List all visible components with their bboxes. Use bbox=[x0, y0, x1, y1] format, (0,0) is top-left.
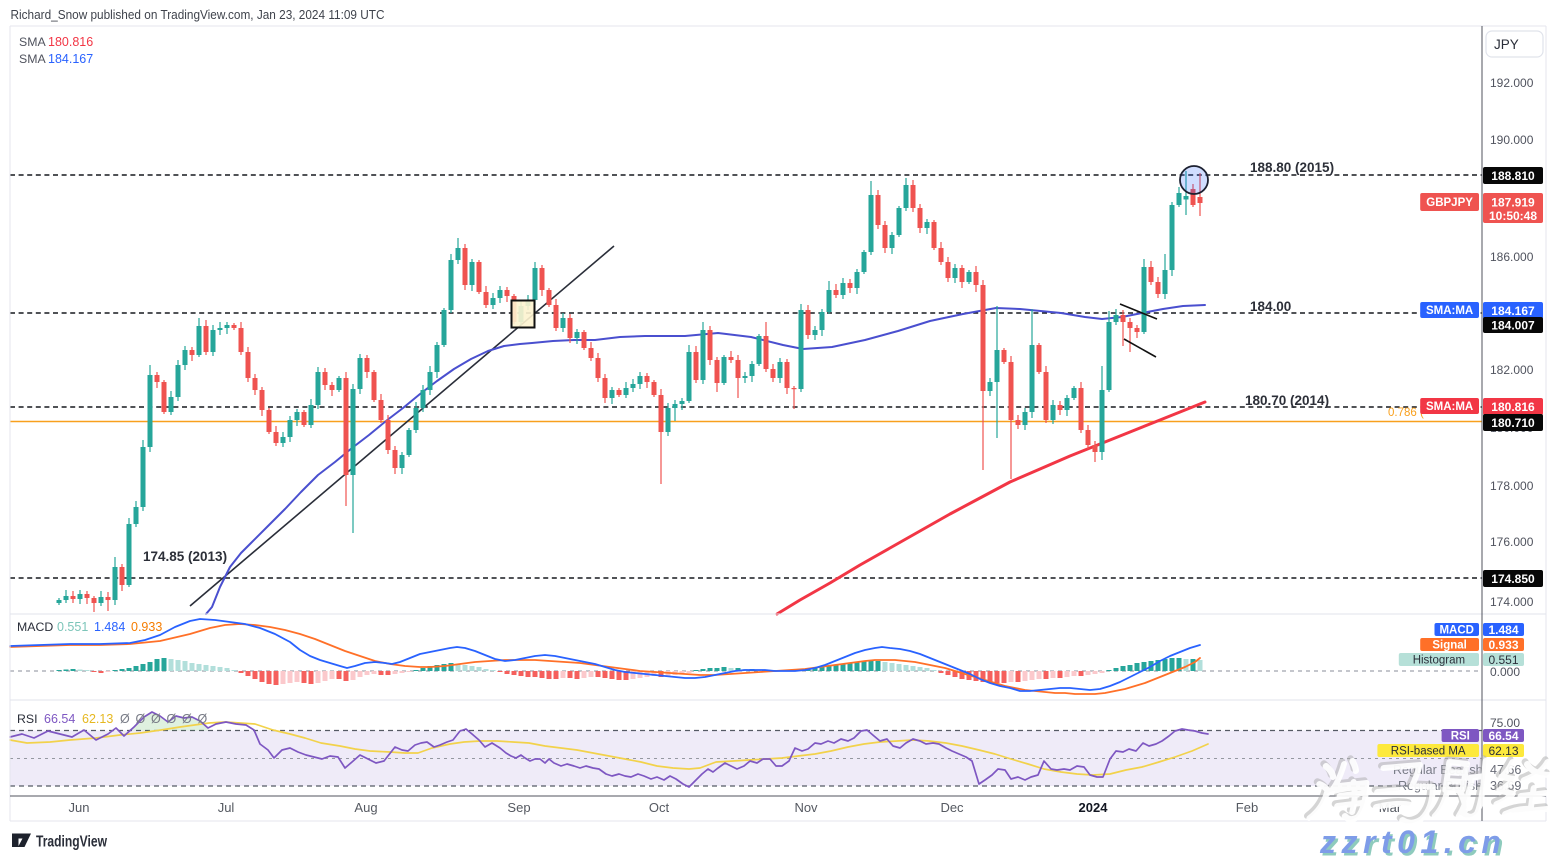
svg-text:SMA: SMA bbox=[19, 52, 46, 66]
svg-text:Ø: Ø bbox=[182, 712, 192, 726]
svg-text:174.850: 174.850 bbox=[1491, 572, 1535, 586]
svg-text:JPY: JPY bbox=[1494, 37, 1519, 52]
svg-text:174.85 (2013): 174.85 (2013) bbox=[143, 549, 227, 564]
svg-text:Aug: Aug bbox=[354, 800, 377, 815]
svg-text:0.933: 0.933 bbox=[1488, 638, 1518, 652]
svg-text:66.54: 66.54 bbox=[1488, 729, 1518, 743]
svg-text:Signal: Signal bbox=[1432, 640, 1467, 652]
svg-text:Ø: Ø bbox=[167, 712, 177, 726]
svg-text:66.54: 66.54 bbox=[44, 712, 75, 726]
svg-text:0.551: 0.551 bbox=[57, 620, 88, 634]
svg-text:Ø: Ø bbox=[136, 712, 146, 726]
svg-text:MACD: MACD bbox=[1439, 625, 1474, 637]
svg-text:RSI: RSI bbox=[17, 712, 38, 726]
svg-text:184.167: 184.167 bbox=[1491, 304, 1535, 318]
svg-text:Ø: Ø bbox=[120, 712, 130, 726]
svg-text:188.80 (2015): 188.80 (2015) bbox=[1250, 160, 1334, 175]
svg-text:180.816: 180.816 bbox=[1491, 400, 1535, 414]
svg-text:SMA: SMA bbox=[19, 35, 46, 49]
svg-text:Jul: Jul bbox=[218, 800, 235, 815]
svg-text:SMA:MA: SMA:MA bbox=[1426, 401, 1473, 413]
svg-text:SMA:MA: SMA:MA bbox=[1426, 305, 1473, 317]
svg-text:Dec: Dec bbox=[940, 800, 964, 815]
svg-text:186.000: 186.000 bbox=[1490, 250, 1534, 264]
svg-text:zzrt01.cn: zzrt01.cn bbox=[1319, 824, 1506, 857]
svg-text:180.710: 180.710 bbox=[1491, 416, 1535, 430]
svg-text:176.000: 176.000 bbox=[1490, 535, 1534, 549]
svg-text:zzrt01.cn: zzrt01.cn bbox=[1322, 827, 1509, 857]
svg-text:174.000: 174.000 bbox=[1490, 595, 1534, 609]
svg-text:188.810: 188.810 bbox=[1491, 169, 1535, 183]
svg-text:Sep: Sep bbox=[507, 800, 530, 815]
svg-text:1.484: 1.484 bbox=[94, 620, 125, 634]
svg-text:1.484: 1.484 bbox=[1488, 623, 1518, 637]
svg-text:62.13: 62.13 bbox=[82, 712, 113, 726]
svg-text:182.000: 182.000 bbox=[1490, 363, 1534, 377]
svg-text:Richard_Snow published on Trad: Richard_Snow published on TradingView.co… bbox=[11, 7, 385, 22]
svg-text:Feb: Feb bbox=[1236, 800, 1258, 815]
svg-text:Oct: Oct bbox=[649, 800, 670, 815]
svg-text:TradingView: TradingView bbox=[36, 834, 108, 851]
svg-text:190.000: 190.000 bbox=[1490, 133, 1534, 147]
svg-text:187.919: 187.919 bbox=[1491, 196, 1535, 210]
svg-text:184.00: 184.00 bbox=[1250, 299, 1291, 314]
svg-text:184.007: 184.007 bbox=[1491, 318, 1535, 332]
svg-text:192.000: 192.000 bbox=[1490, 76, 1534, 90]
svg-text:184.167: 184.167 bbox=[48, 52, 93, 66]
svg-text:0.000: 0.000 bbox=[1490, 665, 1520, 679]
svg-text:0.551: 0.551 bbox=[1488, 653, 1518, 667]
svg-text:10:50:48: 10:50:48 bbox=[1489, 209, 1537, 223]
svg-text:MACD: MACD bbox=[17, 620, 53, 634]
svg-text:2024: 2024 bbox=[1079, 800, 1109, 815]
svg-text:75.00: 75.00 bbox=[1490, 716, 1520, 730]
svg-text:RSI-based MA: RSI-based MA bbox=[1391, 746, 1466, 758]
svg-text:RSI: RSI bbox=[1451, 731, 1470, 743]
svg-text:Ø: Ø bbox=[151, 712, 161, 726]
svg-text:Jun: Jun bbox=[69, 800, 90, 815]
svg-text:180.816: 180.816 bbox=[48, 35, 93, 49]
svg-text:0.786 (: 0.786 ( bbox=[1388, 407, 1424, 419]
svg-text:178.000: 178.000 bbox=[1490, 479, 1534, 493]
svg-text:Histogram: Histogram bbox=[1413, 655, 1465, 667]
svg-text:GBPJPY: GBPJPY bbox=[1426, 197, 1473, 209]
svg-text:0.933: 0.933 bbox=[131, 620, 162, 634]
svg-text:Nov: Nov bbox=[794, 800, 818, 815]
svg-text:Ø: Ø bbox=[198, 712, 208, 726]
svg-text:62.13: 62.13 bbox=[1488, 744, 1518, 758]
svg-text:180.70 (2014): 180.70 (2014) bbox=[1245, 393, 1329, 408]
